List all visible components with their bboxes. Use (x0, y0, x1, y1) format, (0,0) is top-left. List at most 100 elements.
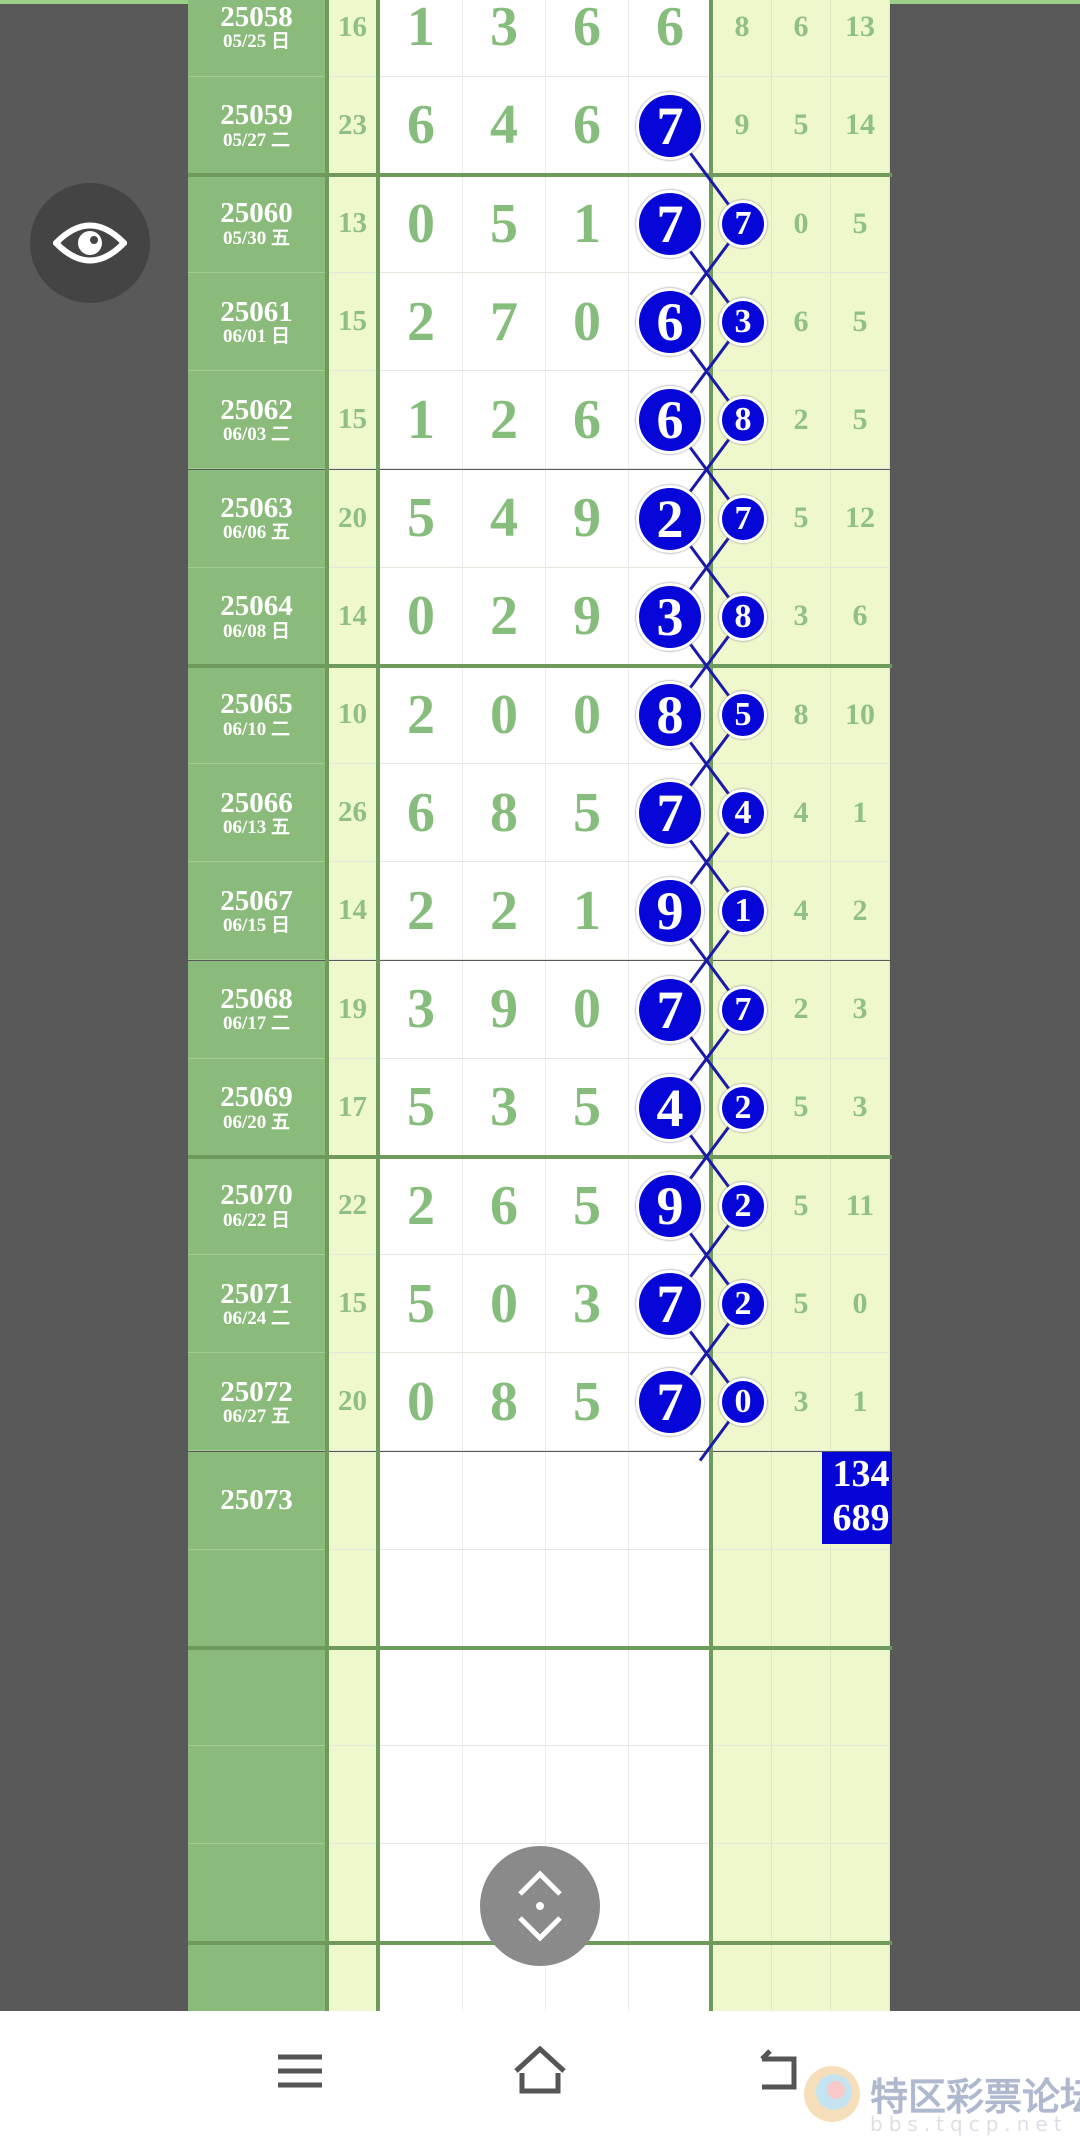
sum-cell: 10 (325, 666, 380, 764)
side-cell (713, 1549, 772, 1648)
period-cell: 25059 05/27 二 (188, 76, 325, 175)
ball-marker: 7 (636, 91, 704, 160)
sum-cell: 26 (325, 764, 380, 863)
digit-cell: 0 (380, 1353, 463, 1452)
digit-cell (380, 1844, 463, 1943)
period-number: 25062 (220, 393, 293, 426)
digit-cell (546, 1746, 629, 1845)
period-number: 25061 (220, 295, 293, 328)
digit-cell: 8 (463, 764, 546, 863)
sum-cell (325, 1648, 380, 1746)
digit-cell: 0 (380, 567, 463, 666)
column-divider (325, 0, 329, 2011)
draw-date: 06/20 五 (222, 1111, 291, 1133)
ball-marker: 6 (636, 288, 704, 357)
digit-cell: 3 (546, 1255, 629, 1354)
digit-cell: 6 (546, 76, 629, 175)
digit-cell: 2 (463, 567, 546, 666)
side-cell (831, 1648, 890, 1746)
table-row: 25058 05/25 日 16 1 3 6 6 8 6 13 (188, 0, 892, 77)
sum-cell (325, 1451, 380, 1550)
group-divider (188, 1646, 892, 1650)
digit-cell: 6 (546, 371, 629, 470)
side-cell: 8 (713, 0, 772, 77)
ball-marker: 3 (636, 582, 704, 651)
period-cell (188, 1746, 325, 1845)
side-cell (713, 1942, 772, 2011)
period-number: 25072 (220, 1375, 293, 1408)
scroll-button[interactable] (480, 1846, 600, 1966)
small-ball-marker: 7 (719, 494, 767, 543)
side-cell: 2 (772, 371, 831, 470)
table-row: 25067 06/15 日 14 2 2 1 4 2 (188, 862, 892, 961)
ball-marker: 7 (636, 1270, 704, 1339)
digit-cell: 5 (546, 764, 629, 863)
draw-date: 06/08 日 (222, 620, 291, 642)
period-cell: 25060 05/30 五 (188, 175, 325, 273)
side-cell: 6 (772, 273, 831, 372)
draw-date: 06/27 五 (222, 1406, 291, 1428)
draw-date: 06/17 二 (222, 1013, 291, 1035)
digit-cell: 1 (380, 371, 463, 470)
trend-table: 25058 05/25 日 16 1 3 6 6 8 6 13 25059 05/27 二 23 6 4 6 9… (188, 0, 892, 2011)
table-row (188, 1648, 892, 1746)
group-divider (188, 664, 892, 668)
ball-marker: 9 (636, 877, 704, 946)
side-cell: 2 (772, 960, 831, 1059)
column-divider (709, 0, 713, 2011)
table-row (188, 1549, 892, 1648)
digit-cell (380, 1549, 463, 1648)
side-cell (831, 1549, 890, 1648)
side-cell: 14 (831, 76, 890, 175)
menu-icon[interactable] (270, 2041, 330, 2101)
digit-cell: 0 (546, 273, 629, 372)
side-cell (772, 1451, 831, 1550)
period-number: 25064 (220, 590, 293, 623)
ball-marker: 2 (636, 484, 704, 553)
draw-date: 06/13 五 (222, 816, 291, 838)
period-number: 25058 (220, 0, 293, 33)
digit-cell: 5 (546, 1353, 629, 1452)
digit-cell: 0 (463, 666, 546, 764)
period-cell: 25071 06/24 二 (188, 1255, 325, 1354)
back-icon[interactable] (748, 2041, 808, 2101)
period-cell (188, 1648, 325, 1746)
side-cell (713, 1451, 772, 1550)
digit-cell (546, 1648, 629, 1746)
period-cell: 25067 06/15 日 (188, 862, 325, 961)
eye-toggle-button[interactable] (30, 183, 150, 303)
digit-cell: 7 (463, 273, 546, 372)
period-cell: 25062 06/03 二 (188, 371, 325, 470)
digit-cell (463, 1549, 546, 1648)
table-row: 25069 06/20 五 17 5 3 5 5 3 (188, 1058, 892, 1157)
prediction-line1: 134 (832, 1453, 890, 1495)
digit-cell (380, 1451, 463, 1550)
sum-cell: 20 (325, 469, 380, 568)
digit-cell: 2 (380, 273, 463, 372)
ball-marker: 8 (636, 681, 704, 749)
digit-cell: 5 (380, 1058, 463, 1157)
small-ball-marker: 7 (719, 985, 767, 1034)
small-ball-marker: 3 (719, 298, 767, 347)
small-ball-marker: 2 (719, 1280, 767, 1329)
sum-cell (325, 1746, 380, 1845)
table-row: 25068 06/17 二 19 3 9 0 2 3 (188, 960, 892, 1059)
draw-date: 05/30 五 (222, 227, 291, 249)
side-cell: 4 (772, 862, 831, 961)
sum-cell: 15 (325, 273, 380, 372)
table-row: 25064 06/08 日 14 0 2 9 3 6 (188, 567, 892, 666)
group-divider (188, 1155, 892, 1159)
home-icon[interactable] (510, 2041, 570, 2101)
ball-marker: 6 (636, 386, 704, 455)
side-cell: 1 (831, 764, 890, 863)
digit-cell: 6 (380, 764, 463, 863)
side-cell: 13 (831, 0, 890, 77)
digit-cell: 0 (463, 1255, 546, 1354)
ball-marker: 4 (636, 1073, 704, 1142)
system-nav-bar (0, 2011, 1080, 2137)
side-cell (772, 1746, 831, 1845)
sum-cell: 14 (325, 862, 380, 961)
logo-swirl-icon (804, 2066, 860, 2122)
side-cell: 3 (772, 567, 831, 666)
digit-cell: 2 (380, 666, 463, 764)
